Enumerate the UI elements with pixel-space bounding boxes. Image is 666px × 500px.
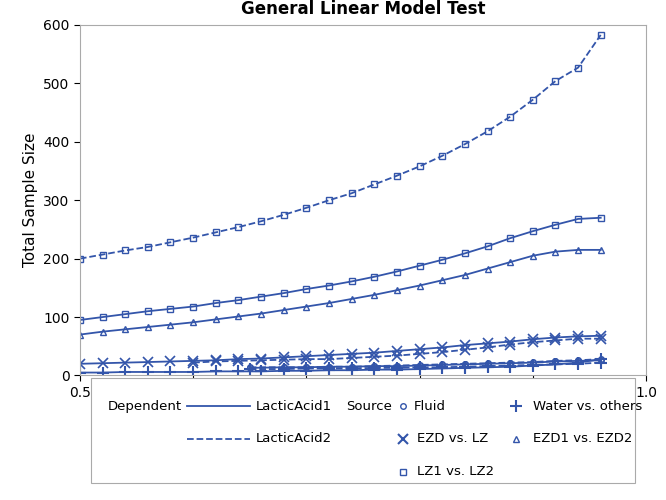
Text: Water vs. others: Water vs. others: [533, 400, 642, 412]
Text: LZ1 vs. LZ2: LZ1 vs. LZ2: [417, 466, 494, 478]
X-axis label: Power: Power: [340, 406, 386, 420]
Text: LacticAcid2: LacticAcid2: [256, 432, 332, 446]
Text: LacticAcid1: LacticAcid1: [256, 400, 332, 412]
Text: EZD vs. LZ: EZD vs. LZ: [417, 432, 488, 446]
Text: Source: Source: [346, 400, 392, 412]
Title: General Linear Model Test: General Linear Model Test: [240, 0, 486, 18]
Text: EZD1 vs. EZD2: EZD1 vs. EZD2: [533, 432, 632, 446]
FancyBboxPatch shape: [91, 378, 635, 483]
Text: Fluid: Fluid: [414, 400, 446, 412]
Text: Dependent: Dependent: [108, 400, 182, 412]
Y-axis label: Total Sample Size: Total Sample Size: [23, 133, 37, 268]
